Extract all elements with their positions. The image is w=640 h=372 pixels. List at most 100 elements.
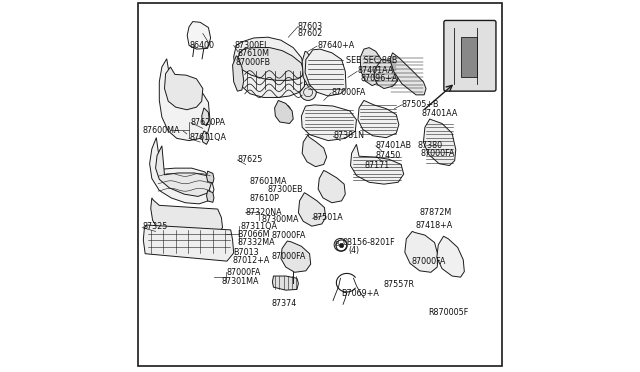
Bar (246, 78, 253, 83)
Text: 87601MA: 87601MA (250, 177, 287, 186)
Polygon shape (301, 105, 356, 141)
Text: 87505+B: 87505+B (402, 100, 439, 109)
Polygon shape (273, 276, 298, 290)
Text: 86400: 86400 (189, 41, 214, 50)
Text: B7069+A: B7069+A (342, 289, 380, 298)
Bar (269, 71, 275, 76)
Bar (246, 71, 253, 76)
Text: 87872M: 87872M (420, 208, 452, 217)
Bar (276, 75, 282, 79)
Polygon shape (351, 144, 404, 184)
Bar (276, 71, 282, 76)
Polygon shape (318, 170, 346, 203)
Text: 87611QA: 87611QA (189, 133, 226, 142)
Text: 87000FA: 87000FA (271, 231, 306, 240)
Circle shape (300, 84, 316, 100)
Bar (284, 78, 290, 83)
Text: 87603: 87603 (298, 22, 323, 31)
Text: 87401AB: 87401AB (376, 141, 412, 150)
Text: 87000FB: 87000FB (236, 58, 271, 67)
Polygon shape (305, 49, 346, 96)
Text: 87320NA: 87320NA (246, 208, 282, 217)
Bar (276, 78, 282, 83)
Text: SEE SEC.86B: SEE SEC.86B (346, 56, 397, 65)
Text: 87300EL: 87300EL (234, 41, 269, 50)
Polygon shape (187, 22, 211, 49)
Polygon shape (390, 53, 426, 95)
Text: 87301MA: 87301MA (222, 278, 259, 286)
Text: 87600MA: 87600MA (142, 126, 180, 135)
Text: 87602: 87602 (298, 29, 323, 38)
Polygon shape (156, 146, 211, 196)
Bar (262, 71, 268, 76)
Polygon shape (281, 241, 310, 272)
Bar (291, 75, 298, 79)
Polygon shape (237, 48, 303, 80)
Text: 87000FA: 87000FA (420, 149, 455, 158)
Text: 87620PA: 87620PA (191, 118, 226, 126)
Text: 87311QA: 87311QA (240, 222, 277, 231)
Text: 87557R: 87557R (384, 280, 415, 289)
Bar (461, 37, 477, 77)
Text: 87640+A: 87640+A (317, 41, 355, 50)
Text: 87501A: 87501A (312, 213, 343, 222)
Bar (254, 78, 260, 83)
Text: R870005F: R870005F (428, 308, 468, 317)
Polygon shape (374, 60, 399, 89)
Polygon shape (164, 67, 203, 110)
Bar (269, 75, 275, 79)
Polygon shape (207, 171, 214, 183)
Polygon shape (302, 51, 314, 86)
Bar (254, 71, 260, 76)
Text: 87300MA: 87300MA (261, 215, 299, 224)
Text: 87000FA: 87000FA (227, 268, 260, 277)
Text: 87450: 87450 (376, 151, 401, 160)
Text: 87381N: 87381N (333, 131, 364, 140)
Text: B7066M: B7066M (237, 230, 270, 239)
Text: 87325: 87325 (142, 222, 168, 231)
Polygon shape (207, 190, 214, 202)
Polygon shape (202, 131, 209, 144)
Polygon shape (424, 119, 456, 166)
Text: 87096+A: 87096+A (360, 74, 397, 83)
Text: 87000FA: 87000FA (331, 88, 365, 97)
Polygon shape (234, 37, 305, 97)
Text: 87012+A: 87012+A (232, 256, 269, 265)
Text: 87300EB: 87300EB (268, 185, 303, 194)
Bar (291, 78, 298, 83)
Text: 87380: 87380 (417, 141, 443, 150)
Polygon shape (360, 48, 383, 86)
Text: 87401AA: 87401AA (357, 66, 394, 75)
Bar (291, 71, 298, 76)
Text: 87625: 87625 (237, 155, 263, 164)
Circle shape (339, 243, 344, 248)
Bar (262, 78, 268, 83)
Text: 87610P: 87610P (250, 194, 279, 203)
Text: 87171: 87171 (365, 161, 390, 170)
Polygon shape (358, 100, 399, 138)
Text: 87332MA: 87332MA (237, 238, 275, 247)
Polygon shape (437, 236, 465, 277)
Bar (284, 71, 290, 76)
Polygon shape (405, 231, 438, 272)
Polygon shape (275, 100, 293, 124)
Bar (254, 75, 260, 79)
Text: (4): (4) (348, 246, 359, 255)
Polygon shape (298, 193, 326, 226)
Text: B7013: B7013 (234, 248, 259, 257)
Text: 08156-8201F: 08156-8201F (342, 238, 395, 247)
Text: 87401AA: 87401AA (421, 109, 458, 118)
Polygon shape (143, 225, 234, 261)
Text: 87000FA: 87000FA (271, 252, 306, 261)
Polygon shape (202, 108, 209, 126)
Text: 87418+A: 87418+A (415, 221, 452, 230)
Bar (269, 78, 275, 83)
Polygon shape (159, 59, 211, 141)
Polygon shape (232, 56, 244, 91)
Polygon shape (151, 198, 223, 236)
Ellipse shape (279, 105, 291, 120)
Text: 87610M: 87610M (237, 49, 269, 58)
FancyBboxPatch shape (444, 20, 496, 91)
Polygon shape (150, 138, 214, 204)
Text: B: B (335, 241, 339, 247)
